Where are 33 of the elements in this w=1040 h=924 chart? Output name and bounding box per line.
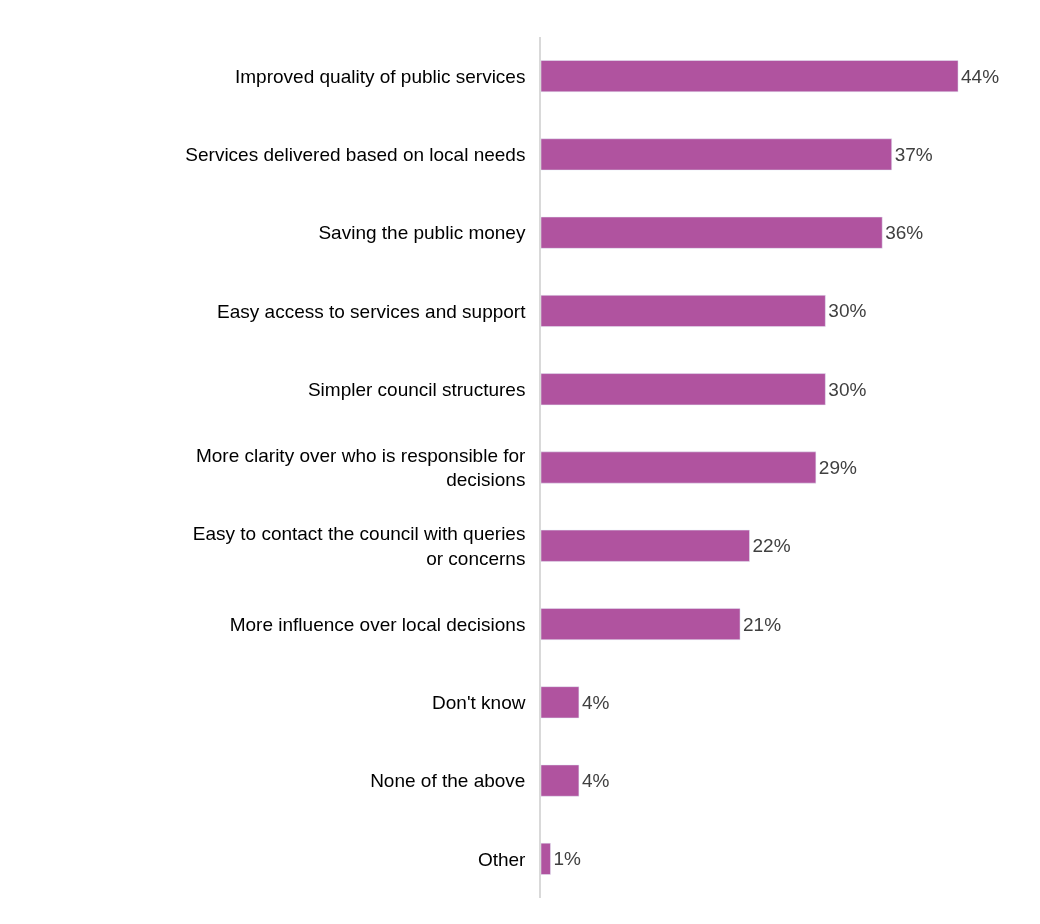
data-label: 44%	[961, 65, 1000, 87]
bar	[541, 60, 959, 93]
data-label: 21%	[743, 613, 782, 635]
bar	[541, 686, 580, 719]
bar	[541, 608, 741, 640]
y-tick-label: None of the above	[370, 770, 526, 792]
data-label: 22%	[752, 535, 791, 557]
y-tick-label: Saving the public money	[318, 222, 526, 244]
y-tick-label: Other	[477, 848, 527, 870]
bar	[541, 216, 883, 249]
data-label: 29%	[818, 457, 857, 478]
bar	[541, 764, 580, 797]
data-label: 30%	[828, 300, 867, 322]
bar	[541, 373, 826, 406]
y-tick-label: Services delivered based on local needs	[185, 144, 526, 166]
bar	[541, 138, 892, 171]
bar	[541, 451, 817, 484]
y-tick-label: Easy access to services and support	[217, 300, 527, 322]
y-tick-label: Simpler council structures	[307, 378, 526, 400]
y-tick-label: More influence over local decisions	[229, 613, 526, 635]
y-tick-label: More clarity over who is responsible for decisions	[195, 444, 527, 491]
data-label: 1%	[553, 848, 582, 870]
data-label: 30%	[828, 378, 867, 400]
y-tick-label: Improved quality of public services	[235, 65, 526, 87]
y-tick-label: Easy to contact the council with queries or concerns	[192, 523, 526, 569]
y-tick-label: Don't know	[432, 691, 526, 713]
data-label: 4%	[581, 691, 610, 713]
bar	[541, 295, 826, 327]
bar	[541, 842, 551, 875]
data-label: 36%	[885, 222, 924, 244]
data-label: 4%	[581, 770, 610, 792]
data-label: 37%	[894, 143, 933, 165]
bar	[541, 529, 750, 562]
